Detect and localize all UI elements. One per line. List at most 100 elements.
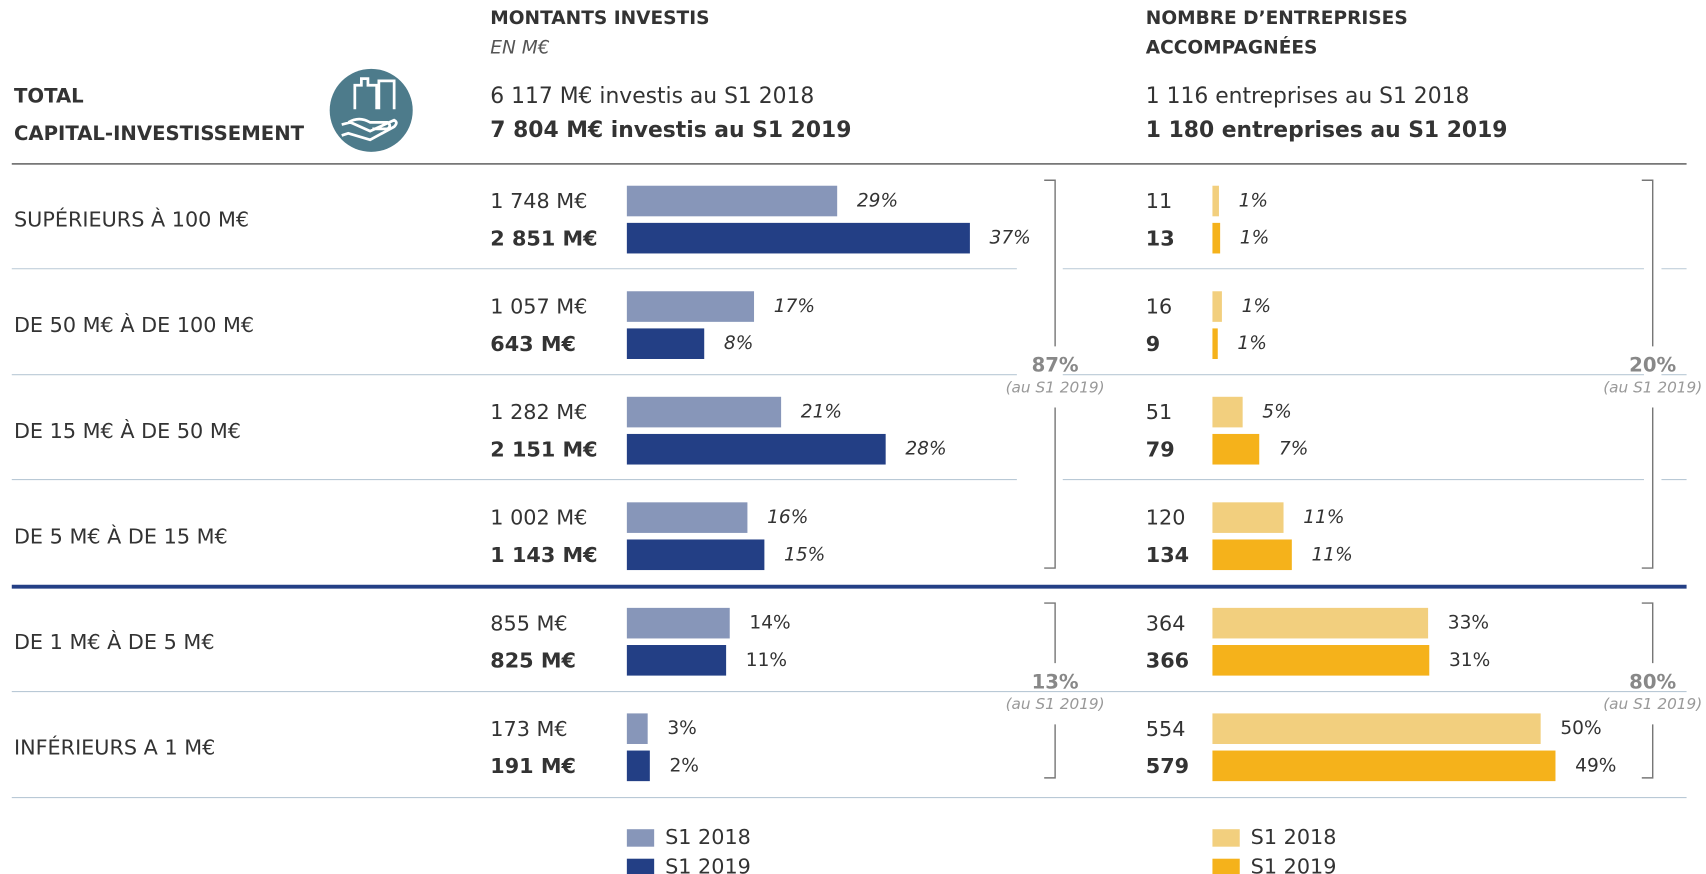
value-label: 11 [1146, 189, 1172, 213]
value-label: 364 [1146, 611, 1186, 635]
share-label: 33% [1448, 613, 1489, 634]
group-bracket [1641, 602, 1654, 779]
share-label: 21% [801, 402, 842, 423]
total-label: CAPITAL-INVESTISSEMENT [14, 122, 305, 145]
bar [1212, 713, 1541, 744]
legend-label: S1 2018 [1251, 825, 1337, 849]
total-label: TOTAL [14, 85, 84, 108]
value-label: 13 [1146, 226, 1175, 250]
value-label: 191 M€ [490, 754, 576, 778]
icon [329, 68, 413, 152]
group-note: (au S1 2019) [1006, 378, 1105, 396]
share-label: 29% [857, 191, 898, 212]
bar [626, 433, 886, 465]
share-label: 16% [767, 507, 808, 528]
row-label: DE 15 M€ À DE 50 M€ [14, 418, 241, 443]
panel-summary: 1 116 entreprises au S1 2018 [1146, 84, 1470, 109]
value-label: 1 143 M€ [490, 543, 597, 567]
share-label: 1% [1242, 296, 1271, 317]
share-label: 8% [724, 333, 753, 354]
legend-swatch [626, 829, 655, 847]
group-share: 13% [1032, 670, 1079, 693]
legend-swatch [1212, 829, 1240, 847]
value-label: 9 [1146, 332, 1160, 356]
group-note: (au S1 2019) [1603, 378, 1702, 396]
row-label: DE 1 M€ À DE 5 M€ [14, 629, 215, 654]
share-label: 1% [1239, 191, 1268, 212]
value-label: 173 M€ [490, 717, 567, 741]
value-label: 79 [1146, 437, 1175, 461]
share-label: 15% [784, 544, 825, 565]
group-bracket [1641, 179, 1654, 569]
value-label: 2 851 M€ [490, 226, 597, 250]
share-label: 5% [1262, 402, 1291, 423]
bar [1212, 185, 1219, 217]
group-bracket [1044, 602, 1056, 779]
value-label: 2 151 M€ [490, 437, 597, 461]
share-label: 2% [669, 755, 698, 776]
share-label: 31% [1449, 650, 1490, 671]
value-label: 1 057 M€ [490, 295, 587, 319]
share-label: 11% [746, 650, 787, 671]
bar [1212, 328, 1218, 359]
bar [626, 291, 755, 322]
value-label: 1 002 M€ [490, 506, 587, 530]
bar [626, 607, 730, 639]
share-label: 3% [667, 718, 696, 739]
share-label: 14% [749, 613, 790, 634]
share-label: 11% [1303, 507, 1344, 528]
group-note: (au S1 2019) [1603, 695, 1702, 713]
panel-title: MONTANTS INVESTIS [490, 8, 709, 29]
bar [626, 750, 650, 782]
row-label: INFÉRIEURS A 1 M€ [14, 734, 215, 759]
value-label: 643 M€ [490, 332, 576, 356]
value-label: 16 [1146, 295, 1172, 319]
share-label: 1% [1240, 228, 1269, 249]
legend-swatch [1212, 858, 1240, 874]
value-label: 366 [1146, 648, 1189, 672]
share-label: 28% [905, 439, 946, 460]
value-label: 1 282 M€ [490, 400, 587, 424]
share-label: 50% [1560, 718, 1601, 739]
share-label: 17% [774, 296, 815, 317]
value-label: 825 M€ [490, 648, 576, 672]
bar [1212, 607, 1429, 639]
bar [1212, 433, 1260, 465]
bar [1212, 750, 1556, 782]
legend-swatch [626, 858, 655, 874]
bar [626, 328, 705, 359]
bar [626, 713, 648, 744]
value-label: 579 [1146, 754, 1189, 778]
share-label: 11% [1311, 544, 1352, 565]
bar [626, 502, 748, 533]
panel-subtitle: EN M€ [490, 38, 550, 59]
value-label: 1 748 M€ [490, 189, 587, 213]
panel-summary: 7 804 M€ investis au S1 2019 [490, 118, 851, 143]
value-label: 855 M€ [490, 611, 567, 635]
legend-label: S1 2019 [1251, 854, 1337, 874]
group-share: 87% [1032, 353, 1079, 376]
bar [626, 396, 782, 428]
share-label: 37% [990, 228, 1031, 249]
share-label: 7% [1279, 439, 1308, 460]
value-label: 134 [1146, 543, 1189, 567]
group-bracket [1044, 179, 1056, 569]
row-label: SUPÉRIEURS À 100 M€ [14, 207, 249, 232]
bar [626, 185, 838, 217]
share-label: 1% [1237, 333, 1266, 354]
legend-label: S1 2019 [665, 854, 751, 874]
legend-label: S1 2018 [665, 825, 751, 849]
row-label: DE 50 M€ À DE 100 M€ [14, 312, 254, 337]
row-label: DE 5 M€ À DE 15 M€ [14, 523, 228, 548]
bar [1212, 222, 1221, 254]
bar [626, 222, 970, 254]
group-share: 80% [1629, 670, 1676, 693]
bar [1212, 539, 1292, 571]
panel-summary: 1 180 entreprises au S1 2019 [1146, 118, 1508, 143]
share-label: 49% [1575, 755, 1616, 776]
bar [1212, 291, 1222, 322]
bar [1212, 502, 1284, 533]
value-label: 51 [1146, 400, 1172, 424]
panel-title: NOMBRE D’ENTREPRISES [1146, 8, 1408, 29]
